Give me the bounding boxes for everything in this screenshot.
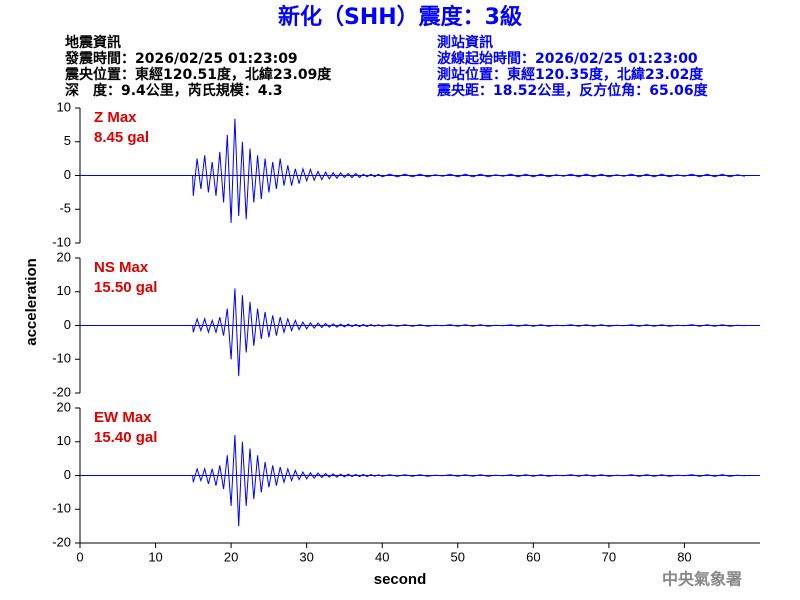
- peak-label: 8.45 gal: [94, 129, 149, 146]
- x-tick-label: 0: [76, 549, 83, 564]
- series-name: NS Max: [94, 259, 149, 276]
- y-tick-label: 10: [57, 99, 71, 114]
- series-name: EW Max: [94, 409, 152, 426]
- x-tick-label: 60: [526, 549, 540, 564]
- waveform: [80, 434, 745, 527]
- x-tick-label: 10: [148, 549, 162, 564]
- y-tick-label: -5: [59, 201, 71, 216]
- waveform: [80, 118, 745, 223]
- info-text: 測站位置：東經120.35度，北緯23.02度: [437, 66, 704, 83]
- series-name: Z Max: [94, 109, 137, 126]
- footer: 中央氣象署: [662, 570, 742, 589]
- y-tick-label: 0: [64, 317, 71, 332]
- peak-label: 15.40 gal: [94, 429, 157, 446]
- info-text: 深 度：9.4公里，芮氏規模：4.3: [65, 82, 283, 99]
- x-tick-label: 80: [677, 549, 691, 564]
- chart-title: 新化（SHH）震度：3級: [278, 4, 522, 30]
- y-tick-label: 10: [57, 433, 71, 448]
- x-tick-label: 30: [299, 549, 313, 564]
- info-text: 波線起始時間：2026/02/25 01:23:00: [437, 50, 698, 67]
- y-tick-label: -20: [52, 534, 71, 549]
- y-tick-label: 0: [64, 467, 71, 482]
- y-tick-label: -10: [52, 351, 71, 366]
- y-tick-label: 0: [64, 167, 71, 182]
- x-tick-label: 40: [375, 549, 389, 564]
- y-tick-label: -10: [52, 234, 71, 249]
- x-axis-label: second: [374, 571, 427, 588]
- info-text: 發震時間：2026/02/25 01:23:09: [64, 50, 298, 67]
- y-tick-label: 20: [57, 399, 71, 414]
- x-tick-label: 70: [602, 549, 616, 564]
- y-tick-label: 20: [57, 249, 71, 264]
- info-text: 震央位置：東經120.51度，北緯23.09度: [64, 66, 332, 83]
- info-text: 地震資訊: [65, 34, 121, 51]
- waveform: [80, 288, 745, 377]
- y-tick-label: -20: [52, 384, 71, 399]
- peak-label: 15.50 gal: [94, 279, 157, 296]
- x-tick-label: 20: [224, 549, 238, 564]
- x-tick-label: 50: [451, 549, 465, 564]
- y-tick-label: 10: [57, 283, 71, 298]
- info-text: 測站資訊: [437, 34, 493, 51]
- y-tick-label: -10: [52, 501, 71, 516]
- y-axis-label: acceleration: [23, 258, 40, 346]
- info-text: 震央距：18.52公里，反方位角：65.06度: [436, 82, 709, 99]
- y-tick-label: 5: [64, 133, 71, 148]
